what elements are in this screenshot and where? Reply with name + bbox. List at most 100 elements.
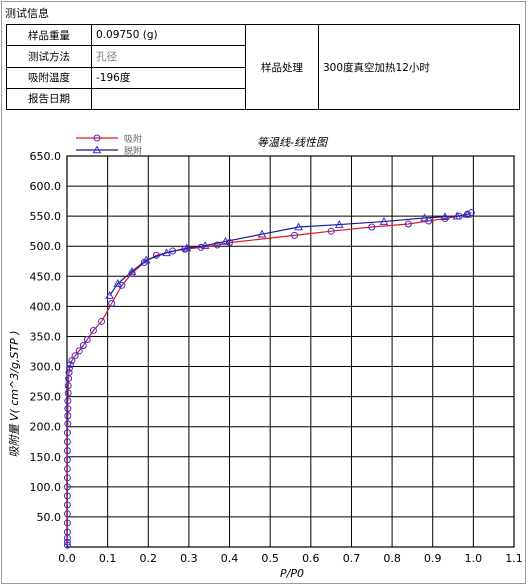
x-tick-label: 0.2 <box>140 552 158 565</box>
data-point <box>420 213 429 222</box>
data-point <box>66 361 74 369</box>
legend-label: 吸附 <box>124 133 142 145</box>
data-point <box>68 357 76 365</box>
data-point <box>141 255 151 264</box>
data-point <box>291 231 299 239</box>
data-point <box>63 447 71 455</box>
series-adsorption <box>63 209 475 549</box>
y-tick-label: 600.0 <box>30 180 62 193</box>
data-point <box>63 541 71 549</box>
data-point <box>63 492 71 500</box>
x-tick-label: 0.5 <box>261 552 279 565</box>
data-point <box>63 510 71 518</box>
y-tick-label: 650.0 <box>30 150 62 163</box>
data-point <box>113 278 123 287</box>
data-point <box>462 209 472 218</box>
y-tick-label: 500.0 <box>30 240 62 253</box>
section-title: 测试信息 <box>5 7 49 20</box>
x-tick-label: 0.9 <box>424 552 442 565</box>
data-point <box>63 429 71 437</box>
test-method-value: 孔径 <box>91 45 246 68</box>
data-point <box>182 243 192 252</box>
test-method-label: 测试方法 <box>6 45 92 68</box>
legend-marker <box>93 134 101 142</box>
y-tick-label: 400.0 <box>30 300 62 313</box>
data-point <box>200 241 210 249</box>
series-desorption <box>105 209 472 299</box>
data-point <box>63 438 71 446</box>
data-point <box>404 220 412 228</box>
legend-label: 脱附 <box>124 145 142 157</box>
data-point <box>64 389 72 397</box>
data-point <box>64 397 72 405</box>
data-point <box>64 420 72 428</box>
x-tick-label: 0.1 <box>99 552 117 565</box>
data-point <box>162 248 171 257</box>
x-tick-label: 1.1 <box>505 552 523 565</box>
treatment-label: 样品处理 <box>245 24 319 110</box>
data-point <box>71 352 79 360</box>
series-line <box>109 213 468 296</box>
grid: 0.0 0.1 0.2 0.3 0.4 0.5 0.6 0.7 0.8 0.9 1.0 1.1 50.0… <box>30 150 523 565</box>
data-point <box>294 222 303 231</box>
data-point <box>63 538 71 546</box>
y-tick-label: 350.0 <box>30 330 62 343</box>
data-point <box>64 412 72 420</box>
y-tick-label: 200.0 <box>30 421 62 434</box>
data-point <box>63 501 71 509</box>
y-tick-label: 550.0 <box>30 210 62 223</box>
data-point <box>197 243 205 251</box>
data-point <box>63 456 71 464</box>
chart-title: 等温线-线性图 <box>257 136 329 149</box>
adsorption-temp-value: -196度 <box>91 66 246 89</box>
data-point <box>368 223 376 231</box>
data-point <box>89 326 97 334</box>
data-point <box>98 317 106 325</box>
data-point <box>257 229 267 238</box>
series-layer <box>63 209 475 549</box>
data-point <box>108 299 116 307</box>
data-point <box>213 241 221 249</box>
x-tick-label: 0.4 <box>221 552 239 565</box>
adsorption-temp-label: 吸附温度 <box>6 66 92 89</box>
sample-weight-label: 样品重量 <box>6 23 92 47</box>
y-tick-label: 450.0 <box>30 270 62 283</box>
y-tick-label: 150.0 <box>30 451 62 464</box>
data-point <box>221 236 230 245</box>
isotherm-chart: 等温线-线性图 P/P0 吸附量 V( cm^3/g,STP ) 0.0 0.1 0… <box>8 133 523 580</box>
data-point <box>79 341 87 349</box>
report-date-value <box>91 87 246 111</box>
report-date-label: 报告日期 <box>6 87 92 111</box>
y-tick-label: 300.0 <box>30 361 62 374</box>
x-tick-label: 0.8 <box>383 552 401 565</box>
data-point <box>83 335 91 343</box>
x-tick-label: 0.7 <box>343 552 361 565</box>
data-point <box>452 211 462 220</box>
data-point <box>226 239 234 247</box>
y-tick-label: 250.0 <box>30 391 62 404</box>
y-tick-label: 100.0 <box>30 481 62 494</box>
data-point <box>63 465 71 473</box>
data-point <box>63 474 71 482</box>
y-axis-label: 吸附量 V( cm^3/g,STP ) <box>8 330 21 457</box>
legend-marker <box>92 145 102 154</box>
data-point <box>127 266 137 275</box>
treatment-value: 300度真空加热12小时 <box>318 24 520 110</box>
data-point <box>327 227 335 235</box>
data-point <box>105 291 115 299</box>
data-point <box>64 382 72 390</box>
data-point <box>118 281 126 289</box>
data-point <box>379 217 389 225</box>
info-table: 样品重量 0.09750 (g) 样品处理 300度真空加热12小时 测试方法 … <box>6 23 520 111</box>
data-point <box>63 519 71 527</box>
x-tick-label: 0.0 <box>58 552 76 565</box>
x-tick-label: 0.3 <box>180 552 198 565</box>
data-point <box>65 369 73 377</box>
x-tick-label: 1.0 <box>465 552 483 565</box>
data-point <box>65 364 73 372</box>
sample-weight-value: 0.09750 (g) <box>91 23 246 47</box>
plot-area <box>66 155 515 548</box>
data-point <box>440 212 450 221</box>
